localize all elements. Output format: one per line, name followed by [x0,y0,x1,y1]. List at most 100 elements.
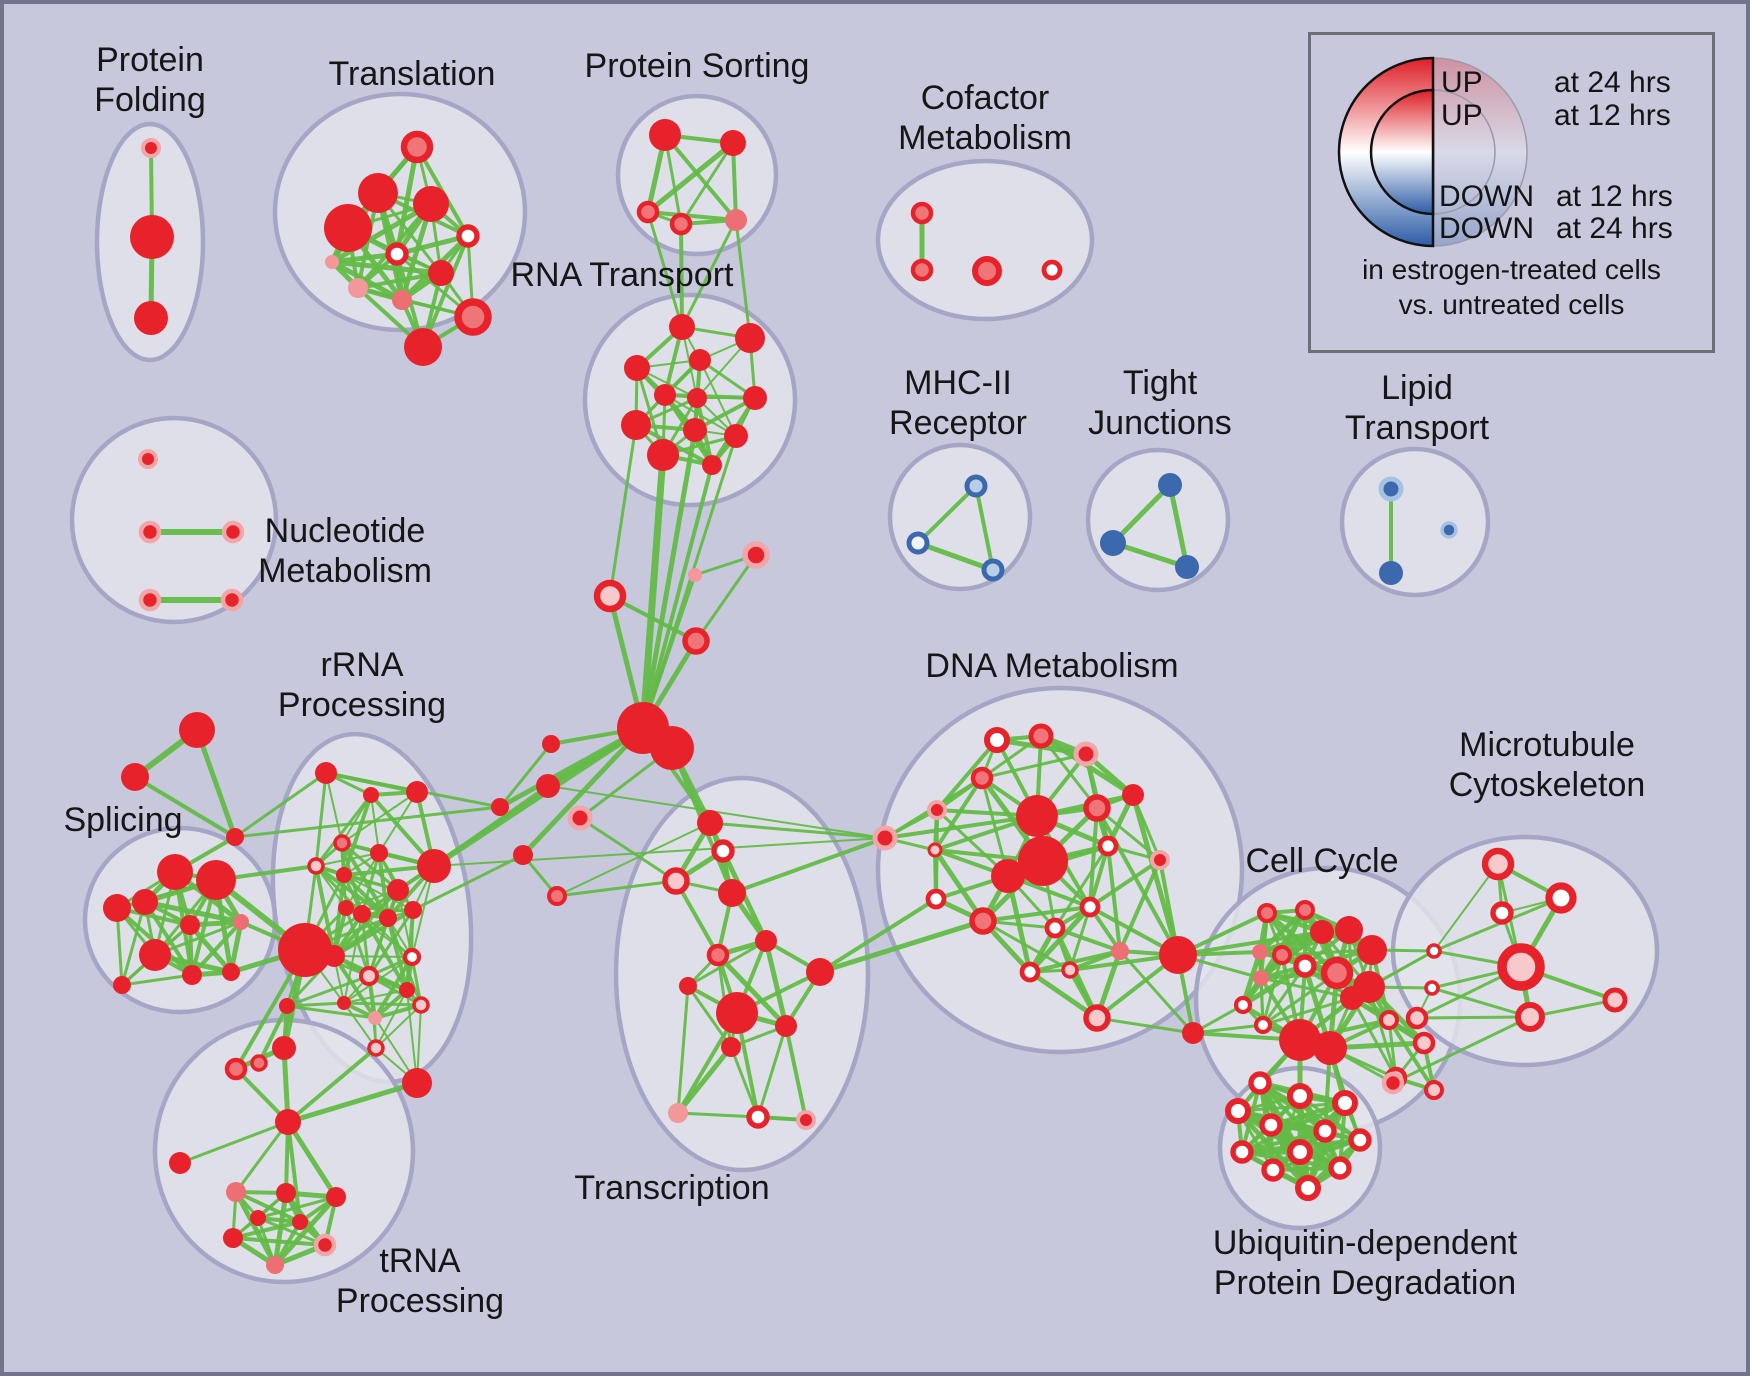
network-node-rt5[interactable] [743,386,767,410]
network-node-dm9[interactable] [1018,836,1068,886]
network-node-dm14[interactable] [925,888,947,910]
network-node-rr13[interactable] [404,901,422,919]
network-node-dm18[interactable] [1019,961,1041,983]
network-node-sp4[interactable] [103,894,131,922]
network-node-mh2[interactable] [906,531,930,555]
network-node-dm17[interactable] [1079,896,1101,918]
network-node-dm21[interactable] [1083,1004,1111,1032]
network-node-mt1[interactable] [1481,847,1515,881]
network-node-t8[interactable] [716,992,758,1034]
network-node-ps2[interactable] [720,130,746,156]
network-node-tr9[interactable] [392,290,412,310]
network-node-ub5[interactable] [1259,1113,1283,1137]
network-node-c12[interactable] [547,886,567,906]
network-node-cc1[interactable] [1257,903,1277,923]
network-node-tr12[interactable] [325,255,339,269]
network-node-tn10[interactable] [266,1256,284,1274]
network-node-lp3[interactable] [1379,561,1403,585]
network-node-t5[interactable] [706,943,730,967]
network-node-nm1[interactable] [138,449,158,469]
network-node-mh3[interactable] [981,558,1005,582]
network-node-rr15[interactable] [323,945,345,967]
network-node-mt6[interactable] [1515,1002,1545,1032]
network-node-rr14[interactable] [278,923,332,977]
network-node-cf4[interactable] [1041,259,1063,281]
network-node-nm4[interactable] [138,588,162,612]
network-node-dm20[interactable] [1111,942,1129,960]
network-node-sp9[interactable] [222,963,240,981]
network-node-c11[interactable] [491,798,509,816]
network-node-sp5[interactable] [180,915,200,935]
network-node-dm1[interactable] [984,727,1010,753]
network-node-rr8[interactable] [387,879,409,901]
network-node-sx2[interactable] [121,763,149,791]
network-node-tr2[interactable] [358,173,398,213]
network-node-sp7[interactable] [139,939,171,971]
network-node-c8[interactable] [567,805,593,831]
network-node-ub3[interactable] [1332,1090,1358,1116]
network-node-dm19[interactable] [1061,961,1079,979]
network-node-cc14[interactable] [1279,1019,1321,1061]
network-node-sp8[interactable] [182,965,202,985]
network-node-dm6[interactable] [1122,784,1144,806]
network-node-tn1[interactable] [275,1109,301,1135]
network-node-dm13[interactable] [1150,850,1170,870]
network-node-rt11[interactable] [647,439,679,471]
network-node-mt8[interactable] [1405,1006,1429,1030]
network-node-cc15[interactable] [1313,1031,1347,1065]
network-node-rr24[interactable] [250,1054,268,1072]
network-node-cf1[interactable] [910,201,934,225]
network-node-rr5[interactable] [307,857,325,875]
network-node-tn12[interactable] [292,1214,308,1230]
network-node-c3[interactable] [593,579,627,613]
network-node-ub6[interactable] [1313,1119,1337,1143]
network-node-tn6[interactable] [276,1183,296,1203]
network-node-tn9[interactable] [313,1233,337,1257]
network-node-sp1[interactable] [157,854,193,890]
network-node-rr2[interactable] [363,787,379,803]
network-node-rt10[interactable] [724,424,748,448]
network-node-ps3[interactable] [636,200,660,224]
network-node-rr20[interactable] [412,996,430,1014]
network-node-cc17[interactable] [1379,1010,1399,1030]
network-node-c2[interactable] [650,726,694,770]
network-node-cc5[interactable] [1357,935,1387,965]
network-node-rr26[interactable] [402,1068,432,1098]
network-node-rr1[interactable] [315,762,337,784]
network-node-rr12[interactable] [379,909,397,927]
network-node-cc4[interactable] [1335,916,1363,944]
network-node-mt4[interactable] [1497,943,1545,991]
network-node-tj2[interactable] [1100,530,1126,556]
network-node-tj1[interactable] [1158,473,1182,497]
network-node-cc12[interactable] [1233,995,1253,1015]
network-node-tr1[interactable] [400,130,434,164]
network-node-rr21[interactable] [368,1011,382,1025]
network-node-sp6[interactable] [233,914,249,930]
network-node-lp2[interactable] [1440,521,1458,539]
network-node-c4[interactable] [688,568,702,582]
network-node-cc11[interactable] [1253,970,1269,986]
network-node-rr18[interactable] [399,982,415,998]
network-node-ub2[interactable] [1287,1083,1313,1109]
network-node-rr11[interactable] [353,905,371,923]
network-node-tn3[interactable] [224,1057,248,1081]
network-node-pf3[interactable] [134,301,168,335]
network-node-dm16[interactable] [1044,917,1066,939]
network-node-nm2[interactable] [138,520,162,544]
network-node-cc18[interactable] [1412,1031,1436,1055]
network-node-nm5[interactable] [220,588,244,612]
network-node-ub11[interactable] [1328,1156,1352,1180]
network-node-rr22[interactable] [367,1039,385,1057]
network-node-rt7[interactable] [687,388,707,408]
network-node-tj3[interactable] [1175,555,1199,579]
network-node-cc13[interactable] [1253,1015,1273,1035]
network-node-sp3[interactable] [132,889,158,915]
network-node-cc16[interactable] [1340,986,1364,1010]
network-node-ps1[interactable] [649,119,681,151]
network-node-rt2[interactable] [735,323,765,353]
network-node-tr11[interactable] [404,328,442,366]
network-node-dm7[interactable] [1083,794,1111,822]
network-node-rr7[interactable] [370,844,388,862]
network-node-dm5[interactable] [927,800,947,820]
network-node-sx3[interactable] [226,828,244,846]
